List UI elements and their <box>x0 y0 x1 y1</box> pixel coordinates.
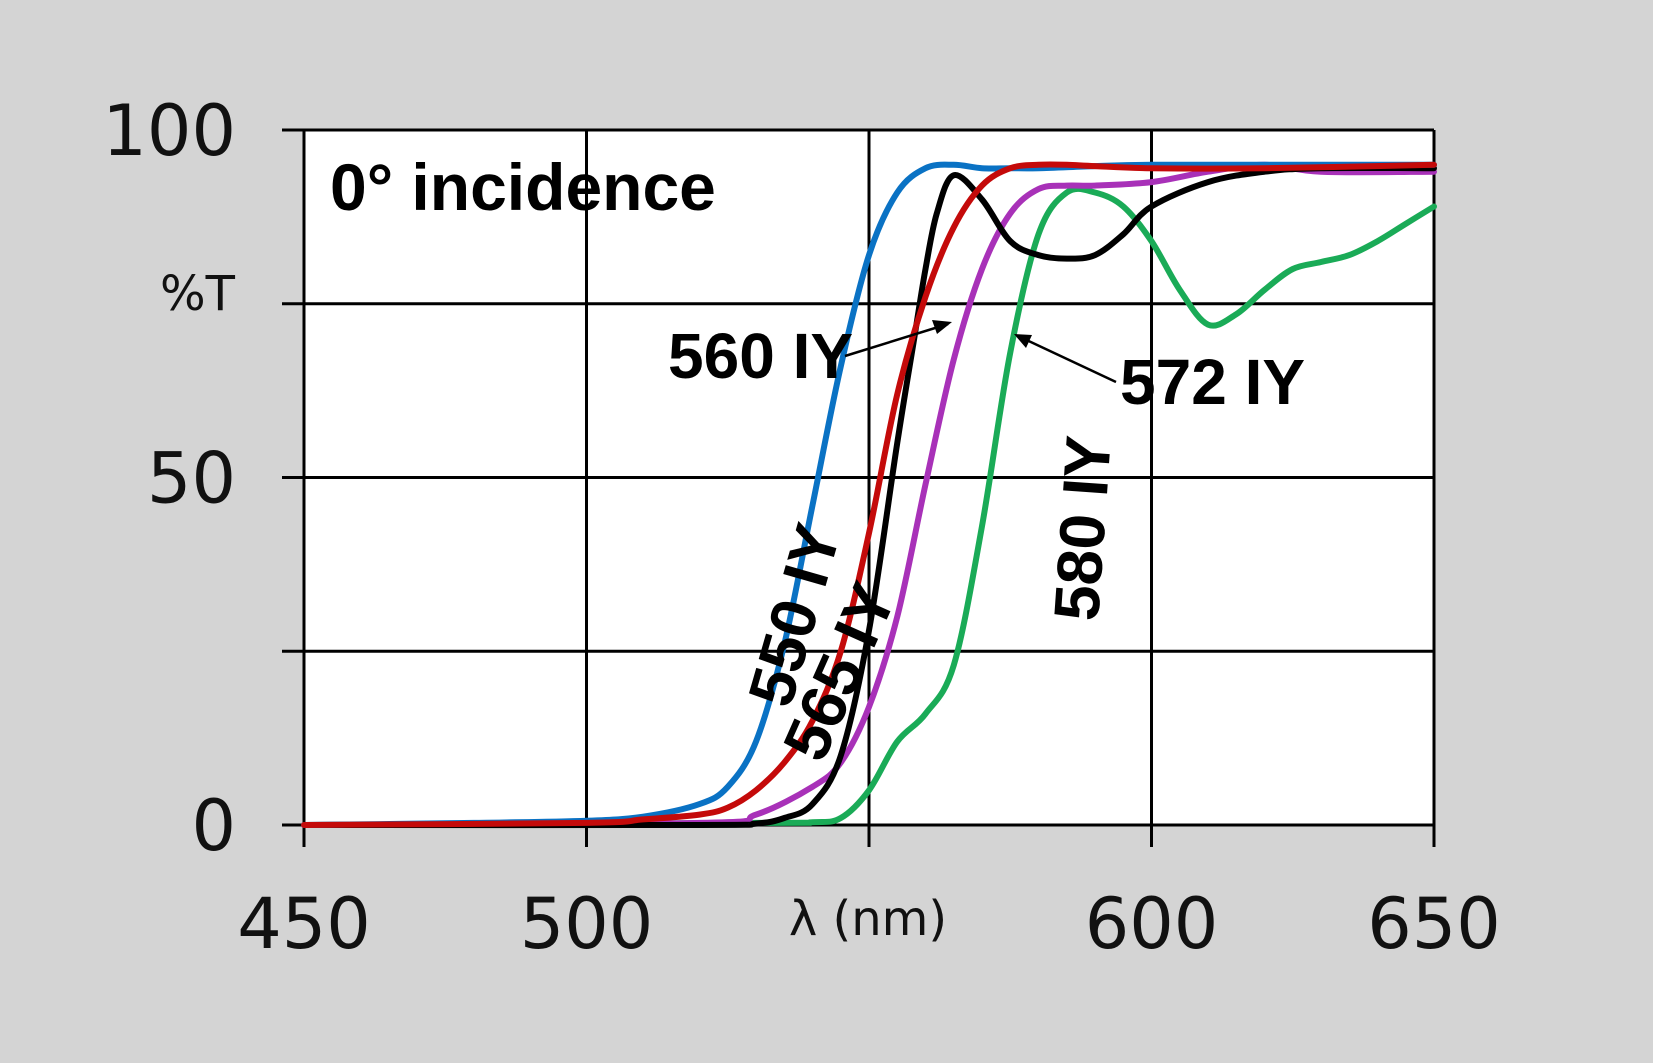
arrowhead-560-iy <box>932 320 952 334</box>
y-tick-label: 100 <box>102 90 236 172</box>
y-tick-label: 0 <box>191 785 236 867</box>
series-layer <box>301 161 1437 829</box>
x-tick-label: 450 <box>237 883 371 965</box>
chart-title: 0° incidence <box>330 150 716 224</box>
series-line-580-iy <box>301 185 1437 828</box>
label-560-iy: 560 IY <box>668 320 853 392</box>
series-line-572-iy <box>301 161 1437 828</box>
arrow-572-iy <box>1017 334 1117 384</box>
series-line-560-iy <box>301 164 1437 829</box>
y-tick-label: 50 <box>147 438 236 520</box>
x-axis-label: λ (nm) <box>789 891 947 947</box>
label-580-iy: 580 IY <box>1040 433 1125 623</box>
x-tick-label: 650 <box>1367 883 1501 965</box>
series-line-565-iy <box>301 161 1437 828</box>
ticks: 450 500 600 650 0 50 100 <box>102 90 1500 965</box>
x-tick-label: 600 <box>1085 883 1219 965</box>
arrow-560-iy <box>844 322 949 358</box>
label-572-iy: 572 IY <box>1120 346 1305 418</box>
x-tick-label: 500 <box>520 883 654 965</box>
arrowhead-572-iy <box>1014 334 1032 348</box>
y-axis-label: %T <box>160 266 236 322</box>
